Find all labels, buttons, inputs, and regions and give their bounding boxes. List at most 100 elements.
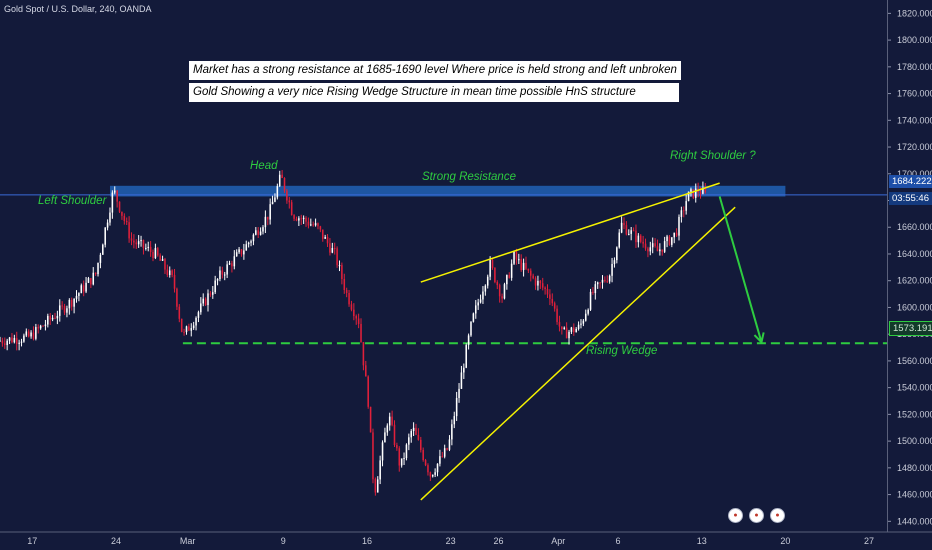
y-tick-label: 1460.000 [897,490,932,500]
candle-body [231,263,233,267]
candle-body [568,331,570,339]
candle-body [692,189,695,198]
candle-body [565,327,568,339]
candle-body [427,465,429,473]
candle-body [130,238,133,241]
candle-body [90,278,92,285]
flag-icon[interactable]: ● [749,508,764,523]
candle-body [699,192,702,194]
candle-body [649,247,652,252]
candle-body [527,268,530,271]
candle-body [269,204,271,220]
candle-body [513,251,515,264]
candle-body [592,291,594,294]
candle-body [97,262,99,275]
candle-body [35,327,37,339]
candle-body [331,247,334,253]
candle-body [594,284,597,294]
candle-body [266,216,269,220]
candle-body [245,244,248,251]
candle-body [596,282,599,285]
candle-body [455,397,458,417]
candle-body [37,327,40,329]
candle-body [558,322,561,327]
candle-body [467,335,470,346]
candle-body [412,427,415,432]
candle-body [326,237,329,244]
projection-arrow-shaft [718,196,763,343]
candle-body [396,445,398,449]
candle-body [333,247,336,249]
candle-body [702,187,704,194]
y-tick-label: 1640.000 [897,249,932,259]
candle-body [221,270,224,275]
candle-body [78,293,80,296]
candle-body [580,323,582,325]
candle-body [188,326,190,331]
candle-body [656,246,659,252]
candle-body [290,202,293,216]
candle-body [501,296,503,299]
candle-body [106,222,109,228]
candle-body [11,337,13,343]
candle-body [374,479,377,493]
economic-events[interactable]: ● ● ● [728,504,791,523]
candle-body [498,285,501,297]
candle-body [439,456,441,464]
candle-body [463,367,465,373]
candle-body [551,298,554,304]
candle-body [582,320,585,324]
candle-body [271,201,274,205]
candle-body [300,218,303,220]
candle-body [496,282,499,286]
candle-body [405,444,408,459]
candle-body [357,318,360,324]
candle-body [663,241,666,252]
candle-body [319,226,322,230]
candle-body [116,190,118,202]
candle-body [563,327,566,329]
candle-body [446,448,448,450]
candle-body [286,190,288,201]
candle-body [197,312,200,318]
candle-body [477,302,479,306]
y-tick-label: 1500.000 [897,436,932,446]
flag-icon[interactable]: ● [770,508,785,523]
candle-body [673,232,675,238]
y-tick-label: 1480.000 [897,463,932,473]
candle-body [44,324,47,327]
candle-body [214,280,216,293]
candle-body [625,225,628,235]
drawing-overlays [420,182,765,501]
candle-body [400,458,403,466]
candle-body [630,230,632,234]
candle-body [458,388,460,398]
candle-body [687,191,690,202]
candle-body [338,265,341,267]
candle-body [436,463,439,473]
candle-body [168,270,171,276]
candle-body [202,298,204,304]
candle-body [577,324,580,329]
candle-body [58,305,61,316]
candle-body [520,259,522,271]
candle-body [171,270,173,275]
candle-body [671,237,673,245]
candle-body [149,246,152,252]
rising-wedge-label: Rising Wedge [586,345,658,357]
candle-body [247,242,250,245]
candle-body [680,210,683,217]
time-axis-background [0,532,932,550]
candle-body [32,332,35,339]
candle-body [668,236,671,245]
candle-body [23,335,25,342]
candle-body [47,315,49,325]
candle-body [66,308,68,313]
candle-body [510,263,513,278]
candle-body [104,227,106,245]
candle-body [278,174,281,187]
candle-body [85,282,87,292]
candle-body [178,306,181,319]
flag-icon[interactable]: ● [728,508,743,523]
candle-body [94,272,97,275]
